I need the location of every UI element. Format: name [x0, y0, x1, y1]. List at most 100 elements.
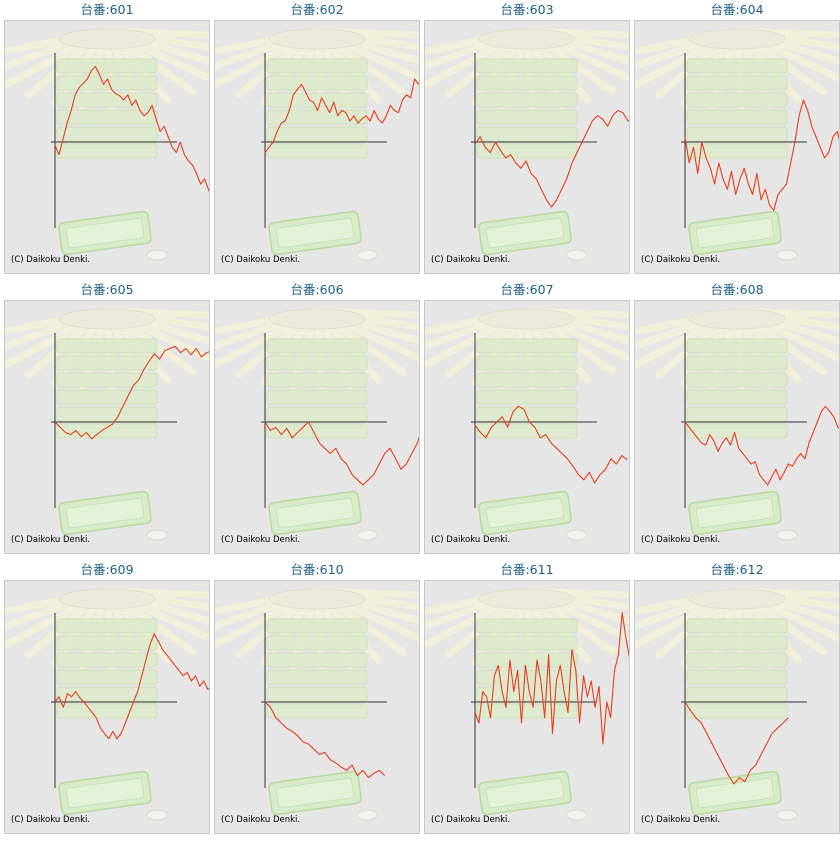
chart-title[interactable]: 台番:602	[290, 2, 344, 17]
decor-tray-inner	[485, 217, 565, 249]
series-line	[54, 345, 209, 440]
copyright-text: (C) Daikoku Denki.	[641, 255, 721, 265]
chart-cell: 台番:603 (C) Daikoku Denki.	[424, 0, 630, 276]
decor-trays	[476, 308, 578, 439]
chart-panel: (C) Daikoku Denki.	[214, 20, 420, 274]
chart-title[interactable]: 台番:607	[500, 282, 554, 297]
chart-svg	[215, 27, 419, 261]
chart-cell: 台番:607 (C) Daikoku Denki.	[424, 280, 630, 556]
chart-title[interactable]: 台番:608	[710, 282, 764, 297]
chart-svg	[635, 587, 839, 821]
chart-title[interactable]: 台番:604	[710, 2, 764, 17]
series-line	[264, 78, 419, 153]
decor-tray-inner	[485, 777, 565, 809]
chart-cell: 台番:606 (C) Daikoku Denki.	[214, 280, 420, 556]
chart-cell: 台番:601 (C) Daikoku Denki.	[4, 0, 210, 276]
decor-coin	[776, 529, 798, 541]
chart-panel: (C) Daikoku Denki.	[4, 580, 210, 834]
chart-panel: (C) Daikoku Denki.	[214, 300, 420, 554]
decor-coin	[566, 249, 588, 261]
decor-trays	[56, 588, 158, 719]
decor-coin	[776, 809, 798, 821]
chart-svg	[5, 587, 209, 821]
chart-cell: 台番:611 (C) Daikoku Denki.	[424, 560, 630, 836]
chart-svg	[425, 587, 629, 821]
series-line	[684, 405, 839, 486]
chart-svg	[635, 307, 839, 541]
decor-tray-inner	[695, 217, 775, 249]
chart-cell: 台番:602 (C) Daikoku Denki.	[214, 0, 420, 276]
decor-trays	[476, 28, 578, 159]
decor-trays	[56, 308, 158, 439]
chart-svg	[5, 27, 209, 261]
copyright-text: (C) Daikoku Denki.	[11, 815, 91, 825]
chart-svg	[5, 307, 209, 541]
series-line	[54, 633, 209, 740]
series-line	[264, 421, 419, 486]
chart-svg	[425, 307, 629, 541]
chart-svg	[215, 587, 419, 821]
decor-coin	[146, 809, 168, 821]
decor-coin	[356, 249, 378, 261]
decor-tray-inner	[485, 497, 565, 529]
series-line	[54, 65, 209, 193]
decor-tray-inner	[695, 497, 775, 529]
chart-svg	[635, 27, 839, 261]
chart-title[interactable]: 台番:605	[80, 282, 134, 297]
decor-trays	[56, 28, 158, 159]
copyright-text: (C) Daikoku Denki.	[221, 815, 301, 825]
series-line	[684, 99, 839, 211]
decor-coin	[776, 249, 798, 261]
chart-cell: 台番:605 (C) Daikoku Denki.	[4, 280, 210, 556]
chart-panel: (C) Daikoku Denki.	[424, 580, 630, 834]
copyright-text: (C) Daikoku Denki.	[11, 535, 91, 545]
chart-panel: (C) Daikoku Denki.	[4, 300, 210, 554]
chart-svg	[215, 307, 419, 541]
decor-trays	[476, 588, 578, 719]
chart-title[interactable]: 台番:606	[290, 282, 344, 297]
decor-tray-inner	[65, 497, 145, 529]
chart-title[interactable]: 台番:609	[80, 562, 134, 577]
chart-cell: 台番:609 (C) Daikoku Denki.	[4, 560, 210, 836]
chart-title[interactable]: 台番:603	[500, 2, 554, 17]
copyright-text: (C) Daikoku Denki.	[641, 815, 721, 825]
series-line	[684, 701, 789, 785]
chart-cell: 台番:604 (C) Daikoku Denki.	[634, 0, 840, 276]
decor-coin	[566, 809, 588, 821]
decor-tray-inner	[65, 217, 145, 249]
copyright-text: (C) Daikoku Denki.	[431, 535, 511, 545]
decor-coin	[356, 529, 378, 541]
chart-title[interactable]: 台番:601	[80, 2, 134, 17]
chart-panel: (C) Daikoku Denki.	[214, 580, 420, 834]
chart-title[interactable]: 台番:611	[500, 562, 554, 577]
series-line	[474, 612, 629, 745]
decor-trays	[266, 588, 368, 719]
copyright-text: (C) Daikoku Denki.	[431, 815, 511, 825]
decor-coin	[566, 529, 588, 541]
copyright-text: (C) Daikoku Denki.	[221, 535, 301, 545]
copyright-text: (C) Daikoku Denki.	[641, 535, 721, 545]
chart-panel: (C) Daikoku Denki.	[634, 20, 840, 274]
chart-panel: (C) Daikoku Denki.	[424, 300, 630, 554]
decor-coin	[146, 249, 168, 261]
chart-cell: 台番:612 (C) Daikoku Denki.	[634, 560, 840, 836]
chart-svg	[425, 27, 629, 261]
series-line	[264, 701, 386, 779]
copyright-text: (C) Daikoku Denki.	[11, 255, 91, 265]
decor-tray-inner	[275, 777, 355, 809]
copyright-text: (C) Daikoku Denki.	[221, 255, 301, 265]
decor-tray-inner	[275, 497, 355, 529]
chart-title[interactable]: 台番:612	[710, 562, 764, 577]
chart-title[interactable]: 台番:610	[290, 562, 344, 577]
decor-tray-inner	[275, 217, 355, 249]
chart-panel: (C) Daikoku Denki.	[4, 20, 210, 274]
decor-trays	[686, 308, 788, 439]
decor-trays	[266, 308, 368, 439]
decor-trays	[686, 28, 788, 159]
series-line	[474, 109, 629, 208]
copyright-text: (C) Daikoku Denki.	[431, 255, 511, 265]
decor-coin	[146, 529, 168, 541]
chart-cell: 台番:610 (C) Daikoku Denki.	[214, 560, 420, 836]
decor-coin	[356, 809, 378, 821]
